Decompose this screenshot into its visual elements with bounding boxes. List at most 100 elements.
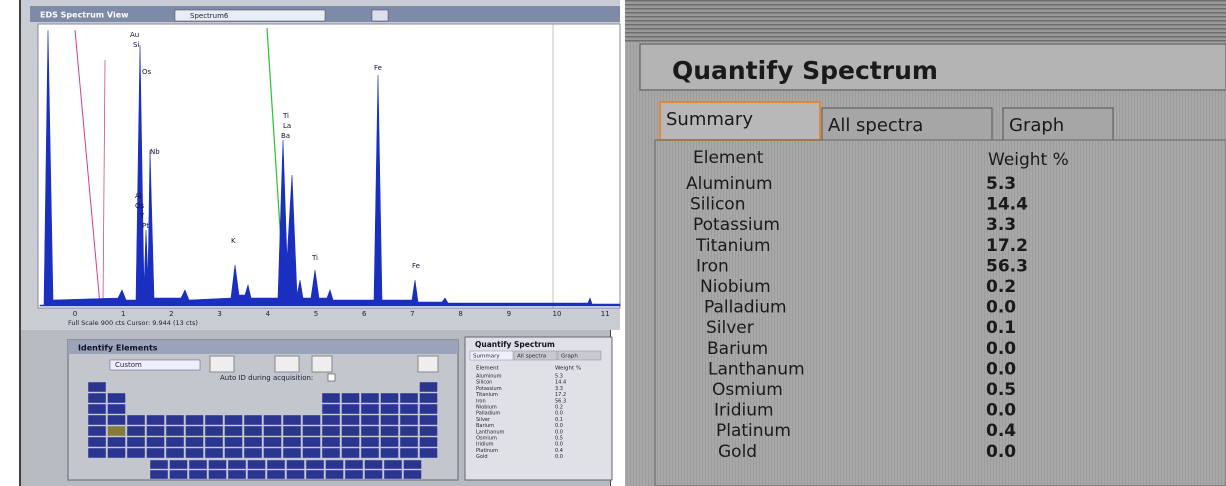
element-cell[interactable] [244, 415, 262, 425]
element-cell[interactable] [283, 426, 301, 436]
element-cell[interactable] [186, 448, 204, 458]
element-cell[interactable] [287, 460, 305, 469]
element-cell[interactable] [303, 415, 321, 425]
element-cell[interactable] [264, 448, 282, 458]
auto-id-checkbox[interactable] [328, 374, 335, 381]
element-cell[interactable] [322, 404, 340, 414]
element-cell[interactable] [108, 426, 126, 436]
element-cell[interactable] [322, 437, 340, 447]
element-cell[interactable] [361, 404, 379, 414]
element-cell[interactable] [365, 460, 383, 469]
element-cell[interactable] [361, 448, 379, 458]
id-button[interactable] [312, 356, 332, 372]
element-cell[interactable] [225, 415, 243, 425]
element-cell[interactable] [166, 448, 184, 458]
element-cell[interactable] [88, 426, 106, 436]
element-cell[interactable] [264, 437, 282, 447]
element-cell[interactable] [127, 426, 145, 436]
add-button[interactable] [210, 356, 234, 372]
element-cell[interactable] [225, 437, 243, 447]
element-cell[interactable] [205, 448, 223, 458]
element-cell[interactable] [88, 415, 106, 425]
element-cell[interactable] [88, 437, 106, 447]
element-cell[interactable] [381, 415, 399, 425]
element-cell[interactable] [404, 460, 422, 469]
element-cell[interactable] [342, 404, 360, 414]
element-cell[interactable] [400, 426, 418, 436]
element-cell[interactable] [420, 426, 438, 436]
element-cell[interactable] [205, 437, 223, 447]
element-cell[interactable] [248, 470, 266, 479]
element-cell[interactable] [381, 426, 399, 436]
element-cell[interactable] [248, 460, 266, 469]
element-cell[interactable] [361, 426, 379, 436]
element-cell[interactable] [322, 393, 340, 403]
element-cell[interactable] [186, 426, 204, 436]
element-cell[interactable] [342, 393, 360, 403]
element-cell[interactable] [420, 415, 438, 425]
element-cell[interactable] [267, 470, 285, 479]
element-cell[interactable] [303, 426, 321, 436]
element-cell[interactable] [244, 448, 262, 458]
element-cell[interactable] [306, 460, 324, 469]
element-cell[interactable] [420, 404, 438, 414]
element-cell[interactable] [166, 426, 184, 436]
element-cell[interactable] [400, 437, 418, 447]
chart-button[interactable] [418, 356, 438, 372]
element-cell[interactable] [147, 415, 165, 425]
element-cell[interactable] [400, 404, 418, 414]
element-cell[interactable] [381, 448, 399, 458]
element-cell[interactable] [400, 393, 418, 403]
element-cell[interactable] [342, 426, 360, 436]
toolbar-button[interactable] [372, 10, 388, 21]
element-cell[interactable] [267, 460, 285, 469]
element-cell[interactable] [108, 393, 126, 403]
element-cell[interactable] [189, 470, 207, 479]
element-cell[interactable] [283, 437, 301, 447]
element-cell[interactable] [306, 470, 324, 479]
element-cell[interactable] [189, 460, 207, 469]
element-cell[interactable] [361, 437, 379, 447]
element-cell[interactable] [345, 460, 363, 469]
element-cell[interactable] [342, 437, 360, 447]
element-cell[interactable] [186, 437, 204, 447]
element-cell[interactable] [147, 426, 165, 436]
element-cell[interactable] [150, 460, 168, 469]
element-cell[interactable] [303, 437, 321, 447]
element-cell[interactable] [420, 393, 438, 403]
element-cell[interactable] [404, 470, 422, 479]
element-cell[interactable] [420, 437, 438, 447]
element-cell[interactable] [322, 426, 340, 436]
element-cell[interactable] [381, 393, 399, 403]
element-cell[interactable] [342, 415, 360, 425]
element-cell[interactable] [88, 382, 106, 392]
element-cell[interactable] [127, 448, 145, 458]
element-cell[interactable] [108, 448, 126, 458]
element-cell[interactable] [283, 415, 301, 425]
element-cell[interactable] [186, 415, 204, 425]
element-cell[interactable] [166, 415, 184, 425]
element-cell[interactable] [228, 470, 246, 479]
element-cell[interactable] [147, 437, 165, 447]
element-cell[interactable] [264, 426, 282, 436]
element-cell[interactable] [127, 437, 145, 447]
element-cell[interactable] [345, 470, 363, 479]
element-cell[interactable] [400, 448, 418, 458]
element-cell[interactable] [127, 415, 145, 425]
element-cell[interactable] [303, 448, 321, 458]
element-cell[interactable] [225, 426, 243, 436]
element-cell[interactable] [108, 415, 126, 425]
element-cell[interactable] [322, 448, 340, 458]
element-cell[interactable] [209, 460, 227, 469]
element-cell[interactable] [147, 448, 165, 458]
element-cell[interactable] [420, 382, 438, 392]
element-cell[interactable] [264, 415, 282, 425]
element-cell[interactable] [205, 415, 223, 425]
element-cell[interactable] [170, 460, 188, 469]
element-cell[interactable] [342, 448, 360, 458]
element-cell[interactable] [166, 437, 184, 447]
element-cell[interactable] [322, 415, 340, 425]
element-cell[interactable] [88, 404, 106, 414]
element-cell[interactable] [400, 415, 418, 425]
element-cell[interactable] [228, 460, 246, 469]
